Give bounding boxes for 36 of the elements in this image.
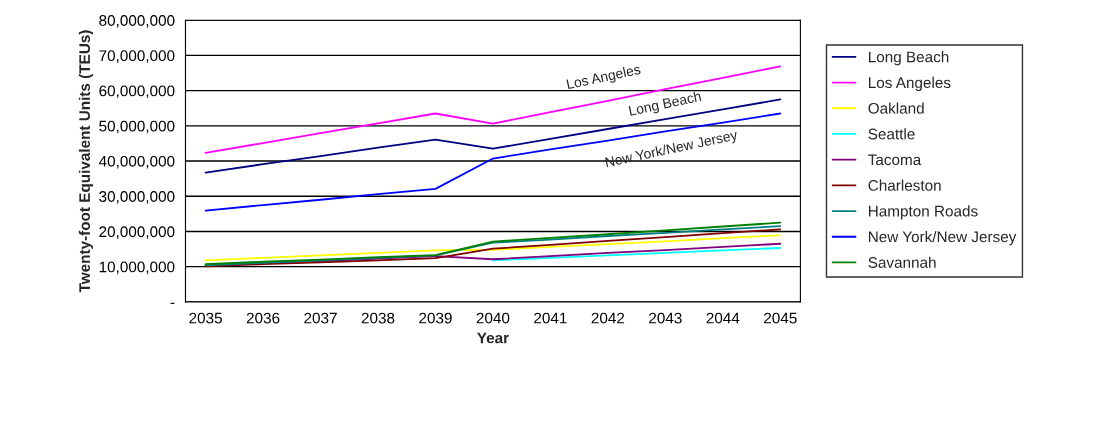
x-tick-label: 2041 [534, 312, 567, 324]
y-tick-label: 80,000,000 [99, 15, 175, 28]
y-tick-label: 40,000,000 [98, 155, 175, 169]
x-tick-label: 2037 [304, 312, 337, 324]
annotation: Los Angeles [566, 63, 642, 92]
y-tick-label: 20,000,000 [99, 226, 175, 239]
x-axis-title: Year [477, 332, 509, 344]
x-tick-label: 2038 [361, 312, 395, 324]
x-tick-label: 2039 [419, 312, 452, 324]
x-tick-label: 2043 [649, 312, 682, 324]
line-series [204, 234, 782, 262]
y-tick-label: 50,000,000 [99, 120, 175, 134]
annotation: Long Beach [628, 90, 702, 119]
line-series [492, 247, 782, 262]
legend-label: Tacoma [868, 154, 922, 166]
y-tick-label: - [170, 302, 175, 304]
legend-label: Los Angeles [868, 76, 951, 92]
annotation: New York/New Jersey [604, 129, 739, 170]
x-tick-label: 2040 [476, 312, 510, 324]
legend-label: New York/New Jersey [868, 231, 1017, 246]
legend-label: Hampton Roads [868, 205, 978, 220]
x-tick-label: 2042 [591, 312, 625, 324]
x-tick-label: 2035 [189, 312, 222, 324]
x-tick-label: 2044 [706, 312, 740, 324]
x-tick-label: 2036 [246, 312, 280, 324]
legend-label: Long Beach [868, 51, 949, 66]
y-tick-label: 10,000,000 [99, 261, 175, 275]
legend-label: Savannah [868, 256, 936, 268]
y-tick-label: 70,000,000 [99, 50, 175, 63]
legend-label: Oakland [868, 102, 924, 114]
legend-label: Seattle [868, 128, 915, 140]
legend-label: Charleston [868, 179, 941, 191]
x-tick-label: 2045 [764, 312, 797, 324]
y-tick-label: 30,000,000 [99, 191, 175, 204]
y-axis-title: Twenty-foot Equivalent Units (TEUs) [78, 30, 94, 293]
y-tick-label: 60,000,000 [99, 85, 175, 99]
